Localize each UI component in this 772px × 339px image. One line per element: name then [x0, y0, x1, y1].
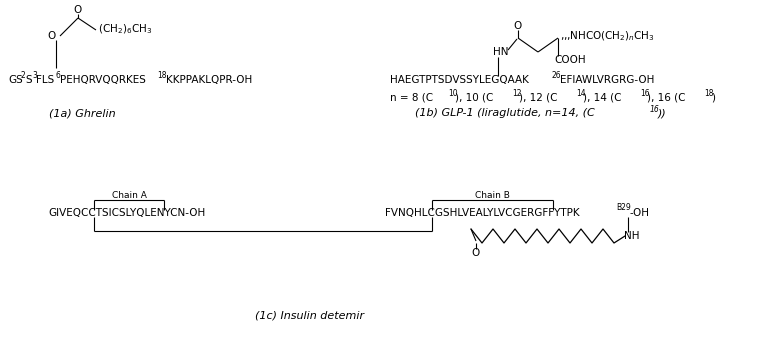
Text: )): )): [658, 108, 667, 118]
Text: FLS: FLS: [36, 75, 54, 85]
Text: FVNQHLCGSHLVEALYLVCGERGFFYTPK: FVNQHLCGSHLVEALYLVCGERGFFYTPK: [385, 208, 580, 218]
Text: PEHQRVQQRKES: PEHQRVQQRKES: [60, 75, 146, 85]
Text: ), 14 (C: ), 14 (C: [583, 92, 621, 102]
Text: GIVEQCCTSICSLYQLENYCN-OH: GIVEQCCTSICSLYQLENYCN-OH: [48, 208, 205, 218]
Text: (1c) Insulin detemir: (1c) Insulin detemir: [256, 310, 364, 320]
Text: ,,,NHCO(CH$_2$)$_n$CH$_3$: ,,,NHCO(CH$_2$)$_n$CH$_3$: [560, 29, 655, 43]
Text: ), 12 (C: ), 12 (C: [519, 92, 557, 102]
Text: COOH: COOH: [554, 55, 586, 65]
Text: S: S: [25, 75, 32, 85]
Text: O: O: [74, 5, 82, 15]
Text: 16: 16: [640, 88, 649, 98]
Text: ), 10 (C: ), 10 (C: [455, 92, 493, 102]
Text: 16: 16: [650, 104, 660, 114]
Text: B29: B29: [616, 203, 631, 213]
Text: (1b) GLP-1 (liraglutide, n=14, (C: (1b) GLP-1 (liraglutide, n=14, (C: [415, 108, 594, 118]
Text: HAEGTPTSDVSSYLEGQAAK: HAEGTPTSDVSSYLEGQAAK: [390, 75, 529, 85]
Text: O: O: [514, 21, 522, 31]
Text: HN: HN: [493, 47, 509, 57]
Text: O: O: [472, 248, 480, 258]
Text: (CH$_2$)$_6$CH$_3$: (CH$_2$)$_6$CH$_3$: [98, 22, 152, 36]
Text: 26: 26: [552, 72, 561, 80]
Text: KKPPAKLQPR-OH: KKPPAKLQPR-OH: [166, 75, 252, 85]
Text: n = 8 (C: n = 8 (C: [390, 92, 433, 102]
Text: ): ): [711, 92, 715, 102]
Text: ), 16 (C: ), 16 (C: [647, 92, 686, 102]
Text: 12: 12: [512, 88, 522, 98]
Text: 18: 18: [704, 88, 713, 98]
Text: Chain B: Chain B: [475, 191, 510, 199]
Text: O: O: [47, 31, 55, 41]
Text: 10: 10: [448, 88, 458, 98]
Text: 2: 2: [21, 72, 25, 80]
Text: 6: 6: [56, 72, 61, 80]
Text: 14: 14: [576, 88, 586, 98]
Text: NH: NH: [624, 231, 639, 241]
Text: 18: 18: [157, 72, 167, 80]
Text: 3: 3: [32, 72, 37, 80]
Text: EFIAWLVRGRG-OH: EFIAWLVRGRG-OH: [560, 75, 655, 85]
Text: (1a) Ghrelin: (1a) Ghrelin: [49, 108, 115, 118]
Text: Chain A: Chain A: [112, 191, 147, 199]
Text: GS: GS: [8, 75, 22, 85]
Text: -OH: -OH: [630, 208, 650, 218]
